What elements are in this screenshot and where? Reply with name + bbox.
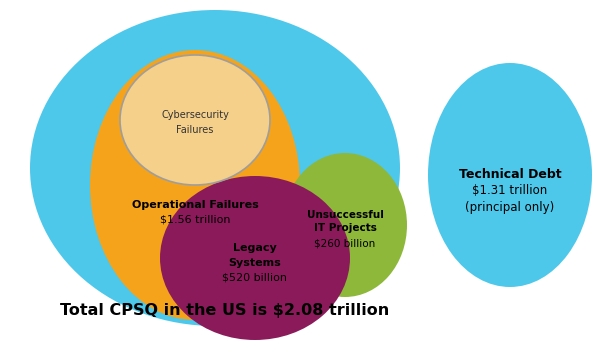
Ellipse shape [30, 10, 400, 326]
Text: Operational Failures: Operational Failures [132, 200, 258, 210]
Ellipse shape [283, 153, 407, 297]
Text: $520 billion: $520 billion [223, 273, 288, 283]
Text: Systems: Systems [229, 258, 281, 268]
Text: (principal only): (principal only) [465, 201, 554, 214]
Text: Unsuccessful: Unsuccessful [306, 210, 383, 220]
Ellipse shape [120, 55, 270, 185]
Text: $1.56 trillion: $1.56 trillion [160, 215, 230, 225]
Ellipse shape [90, 50, 300, 320]
Ellipse shape [160, 176, 350, 340]
Text: $1.31 trillion: $1.31 trillion [473, 184, 548, 197]
Text: $260 billion: $260 billion [314, 238, 376, 248]
Text: Technical Debt: Technical Debt [459, 168, 561, 181]
Text: Cybersecurity: Cybersecurity [161, 110, 229, 120]
Text: Legacy: Legacy [233, 243, 277, 253]
Text: IT Projects: IT Projects [314, 223, 376, 233]
Text: Failures: Failures [176, 125, 214, 135]
Ellipse shape [428, 63, 592, 287]
Text: Total CPSQ in the US is $2.08 trillion: Total CPSQ in the US is $2.08 trillion [60, 303, 389, 318]
